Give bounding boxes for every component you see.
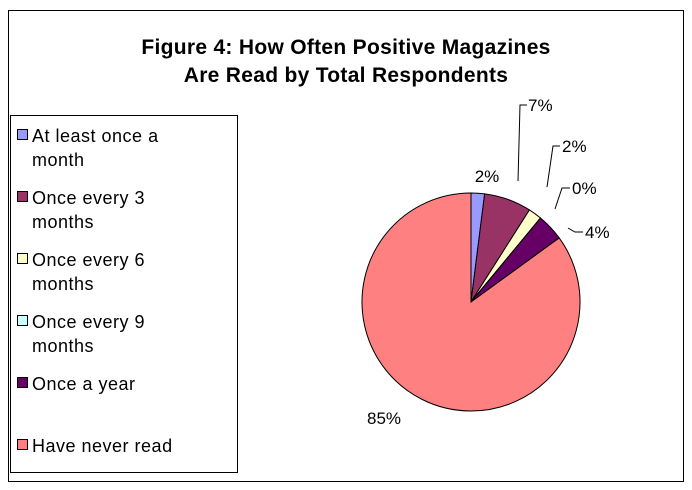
legend-swatch [17, 377, 28, 388]
data-label: 2% [475, 167, 500, 186]
legend-label: Once every 6 [32, 250, 146, 270]
legend-label: Once every 9 [32, 312, 146, 332]
legend-swatch [17, 253, 28, 264]
legend-swatch [17, 315, 28, 326]
legend-label: Once every 3 [32, 188, 146, 208]
data-label: 0% [572, 179, 597, 198]
legend-item: Have never read [17, 434, 237, 458]
pie-slices [361, 192, 581, 412]
leader-line [567, 227, 583, 233]
legend-item: Once every 6 months [17, 248, 237, 296]
data-labels: 2% 7% 2% 0% 4% 85% [367, 96, 610, 428]
legend-item: Once a year [17, 372, 237, 396]
leader-line [517, 104, 527, 182]
legend-item: Once every 3 months [17, 186, 237, 234]
chart-title-line-1: Figure 4: How Often Positive Magazines [141, 36, 551, 59]
chart-title-line-2: Are Read by Total Respondents [183, 64, 509, 87]
legend-label: months [32, 336, 95, 356]
legend-label: Once a year [32, 374, 136, 394]
pie-slice [361, 192, 581, 412]
data-label: 85% [367, 409, 401, 428]
data-label: 7% [528, 96, 553, 115]
data-label: 2% [562, 137, 587, 156]
leader-line [546, 145, 560, 188]
leader-line [554, 187, 570, 210]
legend-item: Once every 9 months [17, 310, 237, 358]
legend-label: months [32, 274, 95, 294]
legend-item: At least once a month [17, 124, 237, 172]
legend-swatch [17, 191, 28, 202]
legend-swatch [17, 439, 28, 450]
legend-label: Have never read [32, 436, 173, 456]
legend: At least once a month Once every 3 months On… [10, 115, 238, 473]
legend-label: month [32, 150, 85, 170]
legend-swatch [17, 129, 28, 140]
legend-label: months [32, 212, 95, 232]
data-label: 4% [585, 223, 610, 242]
leader-lines [517, 104, 583, 233]
legend-label: At least once a [32, 126, 159, 146]
chart-title: Figure 4: How Often Positive Magazines A… [6, 34, 686, 90]
